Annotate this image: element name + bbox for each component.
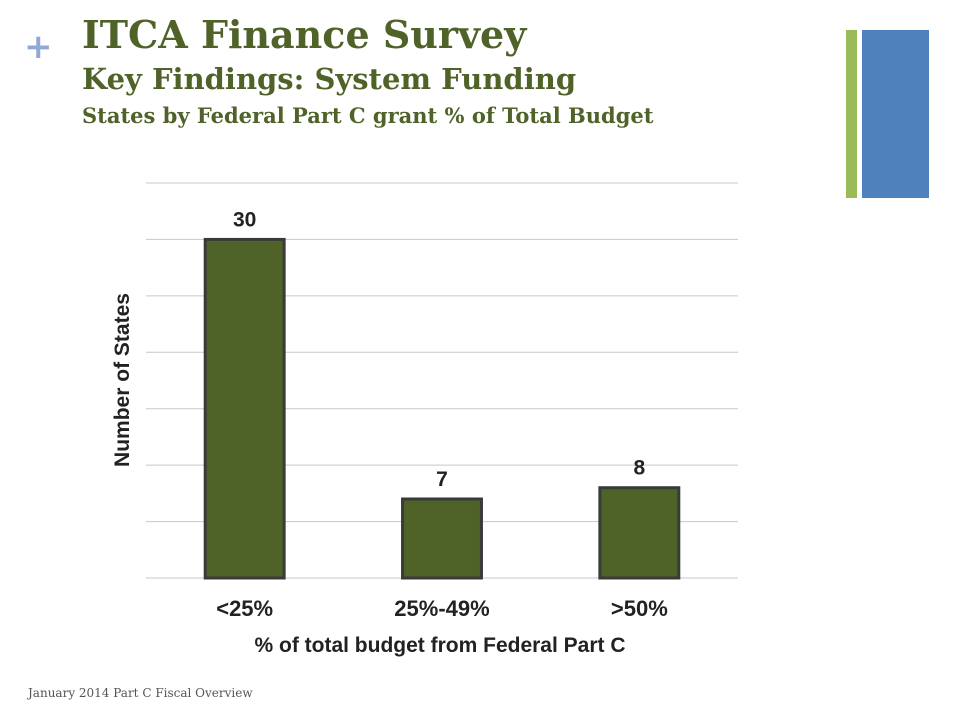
slide-footer: January 2014 Part C Fiscal Overview (28, 686, 253, 700)
slide-subtitle: Key Findings: System Funding (82, 62, 577, 96)
x-axis-label: % of total budget from Federal Part C (254, 634, 625, 657)
y-axis-label: Number of States (111, 293, 134, 467)
x-tick-label-3: >50% (611, 596, 668, 621)
bar-1 (203, 237, 286, 580)
data-labels: 30 7 8 (233, 208, 646, 491)
data-label-2: 7 (436, 468, 448, 491)
accent-bar-blue (862, 30, 929, 198)
accent-bar-green (846, 30, 857, 198)
slide-subtitle-secondary: States by Federal Part C grant % of Tota… (82, 103, 654, 128)
data-label-1: 30 (233, 208, 256, 231)
bar-3 (598, 486, 681, 580)
bar-2 (401, 497, 483, 580)
data-label-3: 8 (633, 457, 645, 480)
x-tick-label-2: 25%-49% (394, 596, 489, 621)
x-tick-label-1: <25% (216, 596, 273, 621)
plus-icon: + (24, 27, 53, 67)
slide-title: ITCA Finance Survey (82, 12, 527, 57)
bars (203, 237, 681, 580)
x-tick-labels: <25% 25%-49% >50% (216, 596, 668, 621)
